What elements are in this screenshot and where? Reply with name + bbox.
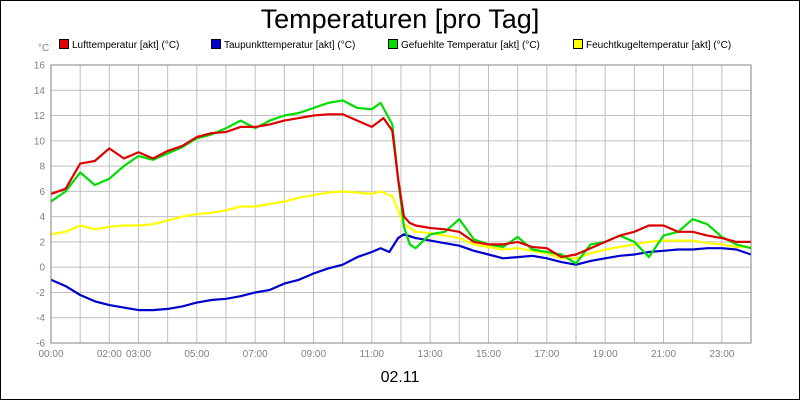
x-tick-label: 11:00 xyxy=(360,349,385,360)
x-tick-label: 07:00 xyxy=(243,349,268,360)
y-tick-label: 10 xyxy=(34,136,46,147)
x-tick-label: 23:00 xyxy=(709,349,734,360)
x-tick-label: 00:00 xyxy=(38,349,63,360)
y-axis-unit: °C xyxy=(38,43,50,54)
legend-item-taupunkt: Taupunkttemperatur [akt] (°C) xyxy=(211,39,355,52)
date-label: 02.11 xyxy=(380,369,420,386)
y-tick-label: 2 xyxy=(39,237,45,248)
series-line-feuchtkugel xyxy=(50,190,751,260)
legend-swatch-taupunkt xyxy=(211,39,221,49)
x-tick-label: 02:00 xyxy=(97,349,122,360)
series-line-taupunkt xyxy=(50,233,752,312)
series-line-luft xyxy=(50,113,751,259)
y-tick-label: -6 xyxy=(36,339,45,350)
y-tick-label: 12 xyxy=(34,111,46,122)
legend-label-luft: Lufttemperatur [akt] (°C) xyxy=(72,40,180,51)
y-tick-label: 8 xyxy=(39,162,45,173)
x-tick-label: 17:00 xyxy=(534,349,559,360)
y-tick-label: 0 xyxy=(39,263,45,274)
legend-item-feuchtkugel: Feuchtkugeltemperatur [akt] (°C) xyxy=(573,39,731,52)
legend-item-luft: Lufttemperatur [akt] (°C) xyxy=(59,39,179,52)
legend-label-gefuehlt: Gefuehlte Temperatur [akt] (°C) xyxy=(401,40,540,51)
y-tick-label: -2 xyxy=(36,288,45,299)
plot-border xyxy=(50,64,752,344)
x-tick-label: 03:00 xyxy=(126,349,151,360)
y-tick-label: 4 xyxy=(39,212,45,223)
chart-title: Temperaturen [pro Tag] xyxy=(260,4,540,34)
legend-swatch-feuchtkugel xyxy=(573,39,583,49)
x-tick-label: 13:00 xyxy=(418,349,443,360)
y-tick-label: 14 xyxy=(34,86,46,97)
x-tick-label: 19:00 xyxy=(593,349,618,360)
legend-item-gefuehlt: Gefuehlte Temperatur [akt] (°C) xyxy=(388,39,540,52)
y-tick-label: 16 xyxy=(34,61,46,72)
legend-label-feuchtkugel: Feuchtkugeltemperatur [akt] (°C) xyxy=(586,40,732,51)
legend-swatch-gefuehlt xyxy=(388,39,398,49)
x-tick-label: 05:00 xyxy=(184,349,209,360)
legend-label-taupunkt: Taupunkttemperatur [akt] (°C) xyxy=(224,40,356,51)
x-tick-label: 15:00 xyxy=(476,349,501,360)
x-tick-label: 21:00 xyxy=(651,349,676,360)
x-tick-label: 09:00 xyxy=(301,349,326,360)
y-tick-label: 6 xyxy=(39,187,45,198)
legend-swatch-luft xyxy=(59,39,69,49)
y-tick-label: -4 xyxy=(36,313,45,324)
